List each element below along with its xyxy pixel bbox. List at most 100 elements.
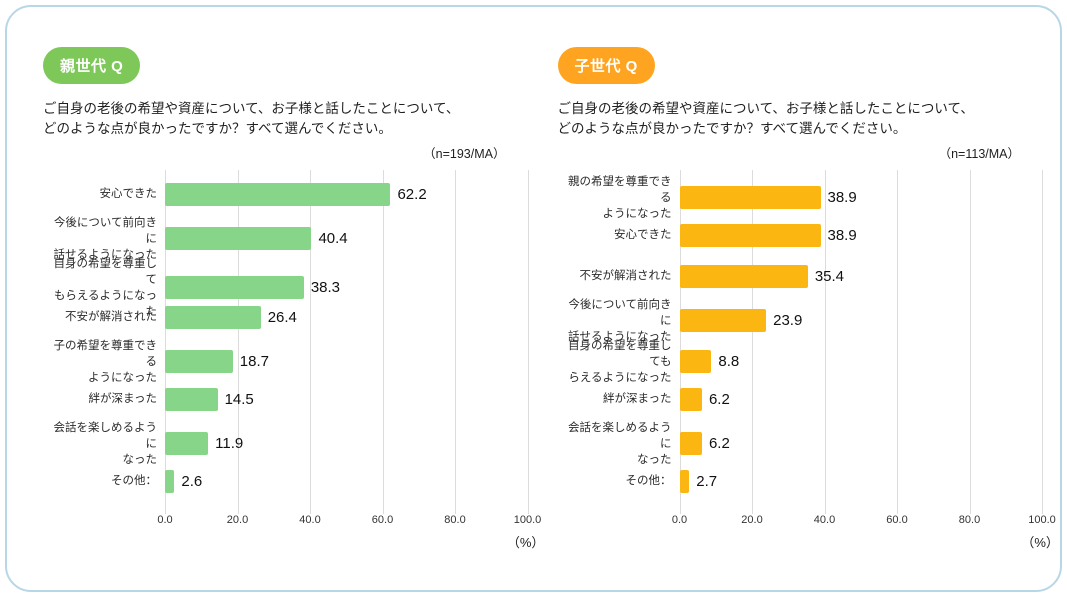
category-label: 不安が解消された: [579, 269, 672, 282]
value-label: 2.7: [696, 472, 718, 490]
bar-row: 会話を楽しめるように なった 11.9: [43, 420, 530, 466]
bar-row: その他： 2.6: [43, 461, 530, 502]
category-label: 絆が深まった: [88, 392, 157, 405]
gridline: [527, 169, 529, 514]
value-label: 38.3: [310, 279, 341, 297]
x-axis: 0.0 20.0 40.0 60.0 80.0 100.0 （%）: [672, 513, 1059, 560]
x-tick-label: 60.0: [886, 513, 908, 526]
bar-rows: 安心できた 62.2 今後について前向きに 話せるようになった 40.4 自身の希望を尊…: [43, 169, 530, 514]
chart-question: ご自身の老後の希望や資産について、お子様と話したことについて、 どのような点が良…: [557, 101, 974, 137]
plot-area: 親の希望を尊重できる ようになった 38.9 安心できた 38.9 不安が解消された 35…: [558, 169, 1059, 560]
bar: [679, 264, 808, 288]
bar-row: 不安が解消された 35.4: [558, 256, 1045, 297]
percent-unit-label: （%）: [506, 534, 545, 550]
bar-track: 23.9: [679, 309, 1043, 333]
value-label: 26.4: [267, 308, 297, 326]
gridline: [310, 169, 311, 514]
bar: [679, 309, 767, 333]
bar-row: 安心できた 38.9: [558, 215, 1045, 256]
bar: [165, 387, 218, 411]
value-label: 14.5: [224, 390, 254, 408]
sample-size-label: （n=113/MA）: [938, 146, 1020, 161]
bar-row: 不安が解消された 26.4: [43, 297, 530, 338]
bar-track: 6.2: [679, 387, 1043, 411]
chart-badge: 親世代 Q: [43, 47, 141, 84]
bar-row: 子の希望を尊重できる ようになった 18.7: [43, 338, 530, 384]
bar-row: 今後について前向きに 話せるようになった 23.9: [558, 297, 1045, 343]
value-label: 11.9: [215, 435, 244, 453]
bar: [679, 223, 821, 247]
gridline: [165, 169, 166, 514]
bar-row: 親の希望を尊重できる ようになった 38.9: [558, 174, 1045, 220]
category-label: 自身の希望を尊重して もらえるようになった: [53, 257, 158, 318]
bar-track: 6.2: [679, 432, 1043, 456]
gridline: [679, 169, 681, 514]
value-label: 23.9: [773, 312, 803, 330]
bar: [679, 350, 712, 374]
x-tick-label: 0.0: [671, 513, 688, 526]
bar-track: 38.3: [165, 276, 528, 300]
bar-track: 2.6: [165, 469, 528, 493]
bar-row: 絆が深まった 14.5: [43, 379, 530, 420]
percent-unit-label: （%）: [1021, 534, 1059, 550]
category-label: 自身の希望を尊重しても らえるようになった: [568, 339, 672, 384]
bar: [165, 305, 261, 329]
gridline: [1042, 169, 1043, 514]
category-label: 親の希望を尊重できる ようになった: [568, 175, 672, 220]
value-label: 38.9: [827, 226, 857, 244]
bar: [679, 387, 702, 411]
chart-badge: 子世代 Q: [557, 47, 655, 84]
value-label: 18.7: [239, 353, 269, 371]
bar-track: 8.8: [679, 350, 1043, 374]
bar-track: 2.7: [679, 469, 1043, 493]
child-generation-chart: 子世代 Q ご自身の老後の希望や資産について、お子様と話したことについて、 どの…: [557, 47, 1059, 590]
bar-track: 18.7: [165, 350, 528, 374]
bar: [165, 276, 304, 300]
x-tick-label: 80.0: [958, 513, 981, 526]
category-label: その他：: [625, 474, 672, 487]
value-label: 8.8: [718, 353, 740, 371]
bar: [679, 186, 821, 210]
bar: [165, 350, 233, 374]
bar-row: 自身の希望を尊重して もらえるようになった 38.3: [43, 256, 530, 318]
gridline: [455, 169, 456, 514]
category-label: 会話を楽しめるように なった: [53, 421, 158, 466]
sample-size-label: （n=193/MA）: [423, 146, 506, 161]
value-label: 35.4: [814, 267, 845, 285]
survey-results-card: 親世代 Q ご自身の老後の希望や資産について、お子様と話したことについて、 どの…: [5, 5, 1062, 592]
x-tick-label: 20.0: [741, 513, 763, 526]
bar-row: 今後について前向きに 話せるようになった 40.4: [43, 215, 530, 261]
bar-row: 絆が深まった 6.2: [558, 379, 1045, 420]
gridline: [897, 169, 898, 514]
bar: [679, 469, 690, 493]
gridline: [752, 169, 753, 514]
category-label: 絆が深まった: [602, 392, 672, 405]
bar: [165, 227, 312, 251]
bar: [165, 182, 391, 206]
value-label: 40.4: [318, 230, 348, 248]
bar-track: 38.9: [679, 186, 1043, 210]
x-axis: 0.0 20.0 40.0 60.0 80.0 100.0 （%）: [157, 513, 544, 560]
bar-rows: 親の希望を尊重できる ようになった 38.9 安心できた 38.9 不安が解消された 35…: [558, 169, 1045, 514]
bar-track: 38.9: [679, 223, 1043, 247]
gridlines: [679, 169, 1043, 514]
category-label: 会話を楽しめるように なった: [568, 421, 672, 466]
category-label: 今後について前向きに 話せるようになった: [53, 216, 158, 261]
x-tick-label: 0.0: [157, 513, 173, 526]
gridline: [382, 169, 384, 514]
bar-track: 26.4: [165, 305, 528, 329]
category-label: 子の希望を尊重できる ようになった: [53, 339, 158, 384]
bar-row: その他： 2.7: [558, 461, 1045, 502]
gridlines: [165, 169, 529, 514]
category-label: 今後について前向きに 話せるようになった: [568, 298, 672, 343]
x-tick-label: 80.0: [444, 513, 466, 526]
category-label: 不安が解消された: [65, 310, 157, 323]
x-tick-label: 40.0: [299, 513, 321, 526]
bar: [165, 469, 175, 493]
parent-generation-chart: 親世代 Q ご自身の老後の希望や資産について、お子様と話したことについて、 どの…: [43, 47, 544, 590]
bar-track: 35.4: [679, 264, 1043, 288]
value-label: 6.2: [708, 435, 730, 453]
value-label: 2.6: [181, 472, 203, 490]
bar-track: 11.9: [165, 432, 528, 456]
category-label: その他：: [111, 474, 157, 487]
